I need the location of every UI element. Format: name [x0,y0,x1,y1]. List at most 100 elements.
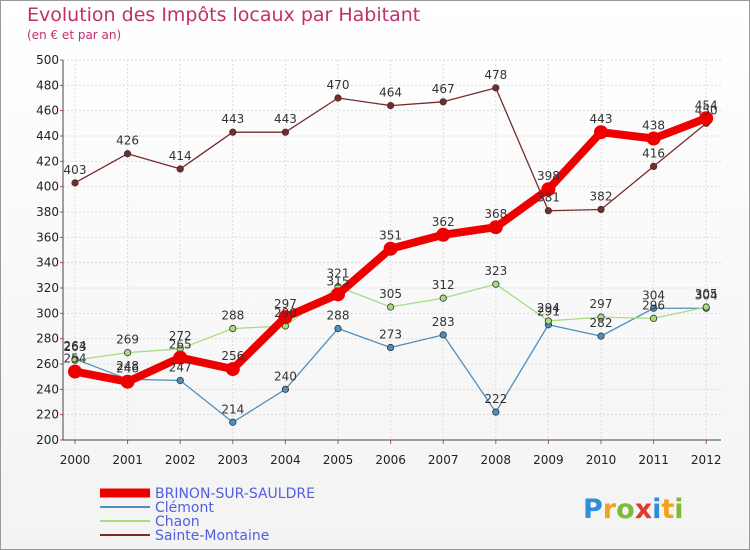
x-tick-label: 2008 [481,453,512,467]
x-tick-label: 2004 [270,453,301,467]
data-label: 398 [537,169,560,183]
data-label: 416 [642,146,665,160]
data-label: 247 [169,360,192,374]
data-label: 256 [221,349,244,363]
data-point [225,362,240,377]
data-point [544,317,553,325]
data-point [334,94,342,102]
x-tick-label: 2000 [60,453,91,467]
chart-subtitle: (en € et par an) [27,28,122,42]
data-label: 321 [327,267,350,281]
data-label: 443 [274,112,297,126]
data-point [439,331,447,339]
data-label: 222 [484,392,507,406]
data-label: 382 [590,189,613,203]
axes: 200 220 240 260 280 300 320 340 360 380 400 420 440 4… [36,53,721,467]
y-tick-label: 280 [36,332,59,346]
data-label: 464 [379,86,402,100]
data-point [544,207,553,215]
data-label: 296 [642,298,665,312]
data-point [68,364,82,379]
data-label: 291 [537,305,560,319]
data-point [439,98,447,106]
data-label: 443 [590,112,613,126]
legend-label: Chaon [155,514,200,530]
data-point [176,376,184,385]
y-tick-label: 240 [36,382,59,396]
data-label: 282 [590,316,613,330]
data-point [541,182,556,197]
data-point [699,111,714,126]
data-point [383,241,398,256]
data-label: 362 [432,215,455,229]
data-point [334,324,342,333]
data-point [646,131,661,146]
data-point [649,304,658,312]
data-label: 248 [116,359,139,373]
y-tick-label: 200 [36,433,59,447]
data-label: 290 [274,306,297,320]
data-label: 297 [274,297,297,311]
data-label: 283 [432,315,455,329]
y-tick-label: 220 [36,408,59,422]
data-label: 246 [116,362,139,376]
data-label: 304 [695,288,718,302]
data-label: 265 [169,338,192,352]
chart-title: Evolution des Impôts locaux par Habitant [27,4,421,26]
data-point [386,343,395,352]
data-point [597,332,605,340]
data-point [594,125,608,140]
data-point [71,179,79,187]
data-label: 414 [169,149,192,163]
x-tick-label: 2007 [428,453,459,467]
data-label: 305 [695,287,718,301]
data-point [229,128,237,136]
y-tick-label: 460 [36,104,59,118]
data-label: 272 [169,329,192,343]
data-labels: 403 426 414 443 443 470 464 467 478 381 382 416 450 2… [64,68,718,416]
proxiti-logo: Proxiti [583,494,684,525]
data-label: 443 [221,112,244,126]
logo-letter: r [603,494,617,525]
data-label: 315 [327,274,350,288]
logo-letter: i [674,494,683,525]
legend-label: Sainte-Montaine [155,528,269,544]
y-tick-label: 340 [36,256,59,270]
data-label: 403 [64,163,87,177]
data-point [331,287,345,302]
data-point [492,280,500,288]
data-point [597,313,605,321]
data-label: 288 [221,309,244,323]
data-label: 467 [432,82,455,96]
logo-letter: i [652,494,661,525]
x-tick-label: 2001 [112,453,143,467]
x-tick-label: 2006 [375,453,406,467]
legend-label: Clémont [155,500,214,516]
x-tick-label: 2011 [638,453,669,467]
data-point [492,408,500,416]
data-point [281,385,289,393]
x-tick-label: 2002 [165,453,196,467]
data-label: 312 [432,278,455,292]
data-point [124,348,132,357]
y-tick-label: 360 [36,230,59,244]
data-label: 240 [274,369,297,383]
data-point [386,102,395,110]
series-layer [68,84,714,426]
y-tick-label: 300 [36,306,59,320]
x-tick-label: 2003 [218,453,249,467]
logo-letter: t [661,494,674,525]
data-label: 323 [484,264,507,278]
y-tick-label: 320 [36,281,59,295]
data-point [124,150,132,158]
data-label: 264 [64,339,87,353]
data-label: 254 [64,352,87,366]
data-label: 450 [695,103,718,117]
data-point [281,128,289,136]
data-point [597,205,605,214]
y-tick-label: 500 [36,53,59,67]
data-label: 351 [379,229,402,243]
data-point [702,303,710,311]
